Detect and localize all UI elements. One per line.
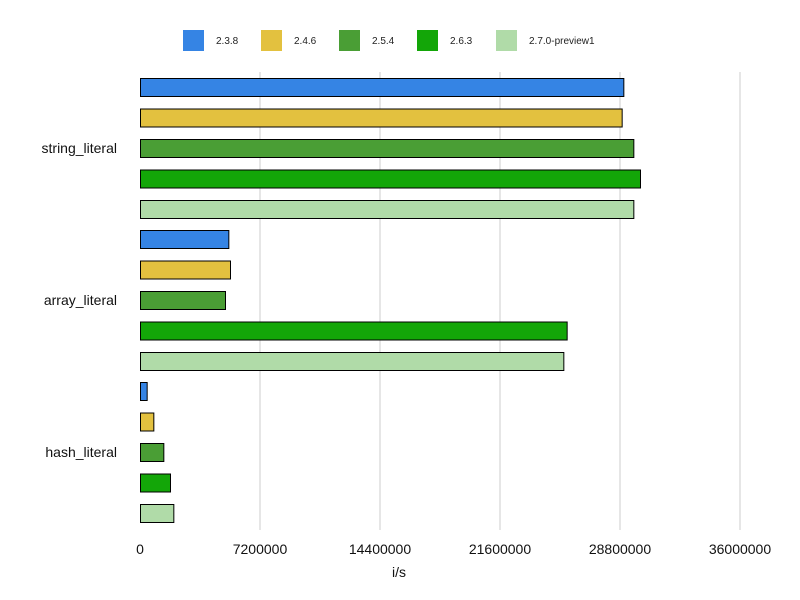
category-label: string_literal xyxy=(42,140,117,156)
bar-array_literal-2.3.8 xyxy=(140,230,230,249)
legend-label: 2.6.3 xyxy=(450,36,473,47)
bar-hash_literal-2.4.6 xyxy=(140,412,155,432)
legend-label: 2.4.6 xyxy=(294,36,317,47)
x-tick-labels: 0 7200000 14400000 21600000 28800000 36000000 xyxy=(136,541,771,557)
bar-string_literal-2.5.4 xyxy=(140,139,635,158)
bar-hash_literal-2.6.3 xyxy=(140,473,171,493)
legend: 2.3.8 2.4.6 2.5.4 2.6.3 2.7.0-preview1 xyxy=(183,30,595,51)
bars xyxy=(140,78,641,523)
legend-swatch xyxy=(261,30,282,51)
legend-swatch xyxy=(339,30,360,51)
bar-string_literal-2.7.0-preview1 xyxy=(140,200,635,219)
category-label: array_literal xyxy=(44,292,117,308)
x-tick-label: 36000000 xyxy=(709,541,772,557)
legend-swatch xyxy=(183,30,204,51)
legend-label: 2.5.4 xyxy=(372,36,395,47)
x-tick-label: 7200000 xyxy=(233,541,288,557)
x-tick-label: 21600000 xyxy=(469,541,532,557)
x-axis-title: i/s xyxy=(392,564,406,580)
legend-swatch xyxy=(417,30,438,51)
bar-string_literal-2.3.8 xyxy=(140,78,625,97)
legend-swatch xyxy=(496,30,517,51)
bar-hash_literal-2.3.8 xyxy=(140,382,148,401)
x-tick-label: 14400000 xyxy=(349,541,412,557)
bar-hash_literal-2.7.0-preview1 xyxy=(140,504,175,523)
bar-array_literal-2.7.0-preview1 xyxy=(140,352,565,371)
bar-array_literal-2.6.3 xyxy=(140,321,568,341)
x-tick-label: 0 xyxy=(136,541,144,557)
bar-array_literal-2.5.4 xyxy=(140,291,226,310)
bar-hash_literal-2.5.4 xyxy=(140,443,165,462)
legend-label: 2.3.8 xyxy=(216,36,239,47)
category-labels: string_literal array_literal hash_literal xyxy=(42,140,117,460)
category-label: hash_literal xyxy=(45,444,117,460)
bar-string_literal-2.6.3 xyxy=(140,169,641,189)
bar-array_literal-2.4.6 xyxy=(140,260,231,280)
legend-label: 2.7.0-preview1 xyxy=(529,36,595,47)
x-tick-label: 28800000 xyxy=(589,541,652,557)
bar-string_literal-2.4.6 xyxy=(140,108,623,128)
